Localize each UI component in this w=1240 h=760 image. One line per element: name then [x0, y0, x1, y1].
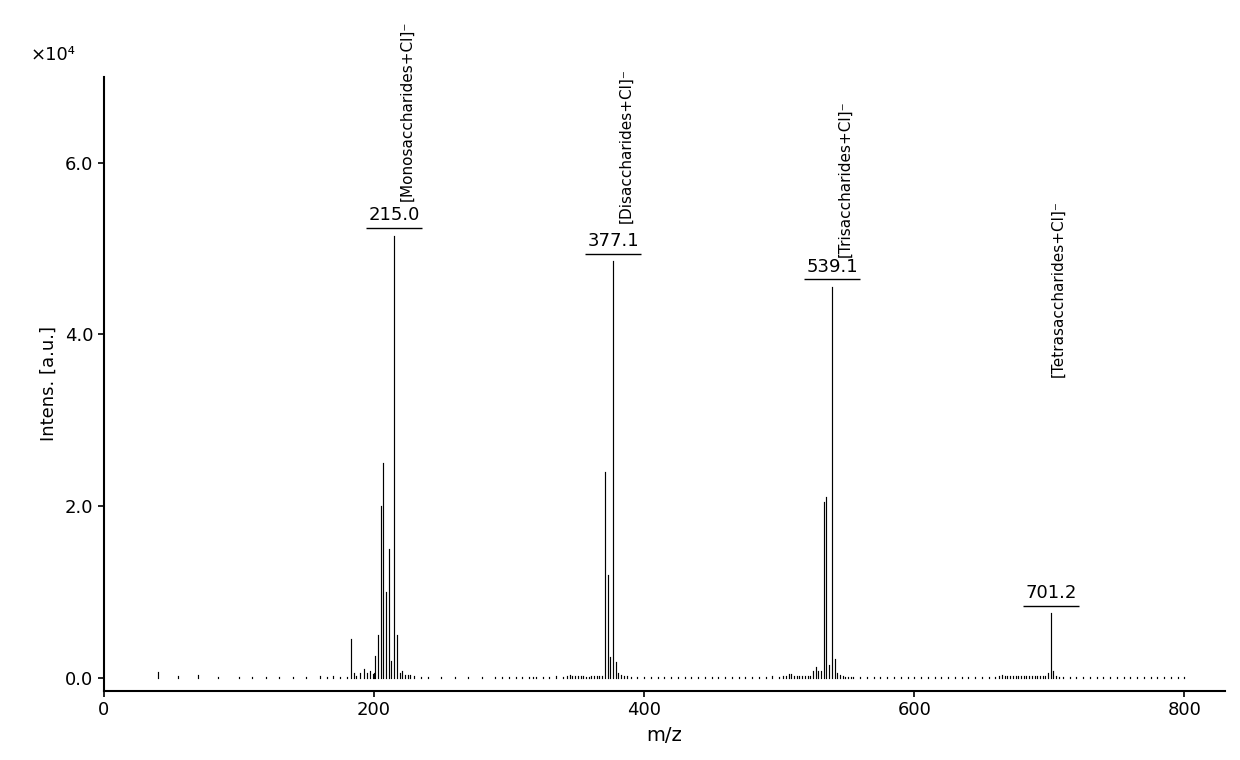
Text: 701.2: 701.2 — [1025, 584, 1076, 602]
Text: 539.1: 539.1 — [806, 258, 858, 276]
X-axis label: m/z: m/z — [646, 726, 682, 745]
Text: 377.1: 377.1 — [588, 232, 639, 250]
Text: [Tetrasaccharides+Cl]⁻: [Tetrasaccharides+Cl]⁻ — [1050, 201, 1065, 377]
Text: [Disaccharides+Cl]⁻: [Disaccharides+Cl]⁻ — [619, 68, 634, 223]
Text: [Monosaccharides+Cl]⁻: [Monosaccharides+Cl]⁻ — [399, 21, 414, 201]
Y-axis label: Intens. [a.u.]: Intens. [a.u.] — [40, 326, 58, 441]
Text: [Trisaccharides+Cl]⁻: [Trisaccharides+Cl]⁻ — [837, 100, 852, 257]
Text: 215.0: 215.0 — [368, 207, 420, 224]
Text: ×10⁴: ×10⁴ — [31, 46, 76, 65]
